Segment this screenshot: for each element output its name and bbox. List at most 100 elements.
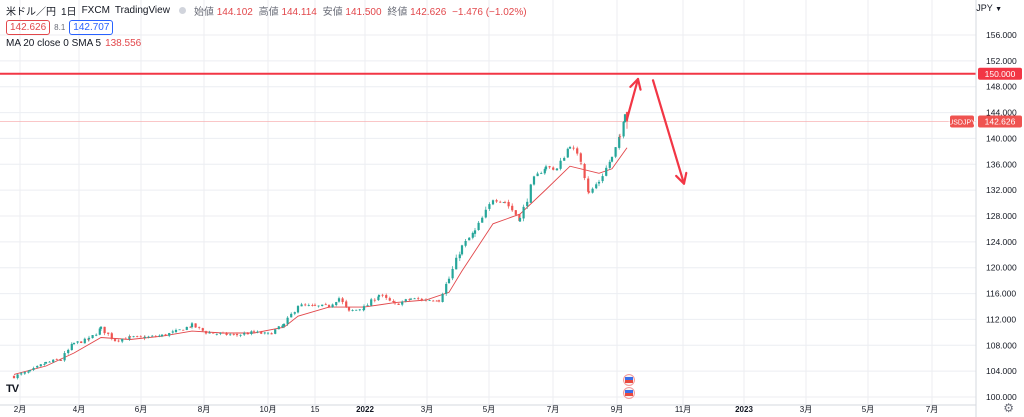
candle-body: [518, 218, 522, 222]
price-tick-label: 140.000: [986, 133, 1017, 143]
candle-body: [471, 232, 474, 238]
sell-price-button[interactable]: 142.626: [6, 19, 51, 35]
candle-body: [413, 298, 416, 300]
high-value: 144.114: [281, 6, 317, 18]
time-tick-label: 10月: [260, 405, 277, 414]
candle-body: [70, 343, 73, 351]
candle-body: [428, 300, 431, 302]
candle-body: [158, 335, 161, 337]
buy-price-button[interactable]: 142.707: [69, 19, 114, 35]
candle-body: [270, 333, 273, 335]
candle-body: [307, 305, 310, 306]
candle-body: [484, 209, 487, 218]
price-tick-label: 108.000: [986, 340, 1017, 350]
candle-body: [420, 298, 423, 301]
candle-body: [43, 363, 46, 365]
candle-body: [32, 368, 35, 370]
currency-selector[interactable]: JPY ▼: [976, 3, 1002, 13]
candle-body: [464, 240, 467, 246]
candle-body: [154, 336, 157, 337]
candle-body: [147, 336, 150, 338]
time-tick-label: 9月: [611, 405, 623, 414]
drawing-arrows-layer[interactable]: [625, 77, 688, 185]
tradingview-logo-icon[interactable]: TV: [6, 383, 19, 395]
low-label: 安値: [322, 6, 343, 18]
time-tick-label: 2月: [14, 405, 26, 414]
candle-body: [393, 302, 397, 304]
gear-icon[interactable]: ⚙: [1003, 401, 1014, 415]
candle-body: [313, 304, 317, 306]
candle-body: [36, 366, 39, 368]
candle-body: [579, 162, 583, 164]
candle-body: [67, 349, 70, 354]
last-price-label: 142.626: [985, 116, 1016, 126]
candle-body: [347, 306, 351, 311]
candle-body: [164, 334, 167, 336]
candle-body: [286, 317, 289, 324]
candle-body: [373, 299, 376, 301]
candle-body: [424, 299, 428, 301]
close-label: 終値: [387, 6, 408, 18]
candle-body: [529, 184, 532, 203]
candle-body: [377, 296, 380, 301]
candle-body: [473, 230, 477, 234]
candle-body: [455, 257, 458, 270]
candle-body: [208, 332, 211, 334]
candle-body: [351, 310, 354, 312]
candle-body: [95, 334, 98, 336]
candle-body: [432, 300, 435, 302]
candle-body: [345, 301, 348, 307]
ma-value: 138.556: [105, 38, 142, 49]
candle-body: [20, 373, 23, 375]
candle-body: [52, 359, 55, 363]
time-tick-label: 8月: [198, 405, 210, 414]
candle-body: [532, 176, 536, 185]
candle-body: [293, 312, 296, 314]
arrow-shaft[interactable]: [625, 77, 640, 121]
candle-body: [468, 237, 471, 241]
price-tick-label: 132.000: [986, 185, 1017, 195]
time-tick-label: 5月: [483, 405, 495, 414]
symbol-name[interactable]: 米ドル／円: [6, 6, 56, 18]
candle-body: [488, 204, 491, 209]
candle-body: [55, 359, 58, 361]
candle-body: [128, 336, 131, 340]
arrow-head[interactable]: [629, 77, 642, 91]
candle-body: [274, 329, 277, 334]
candle-body: [194, 323, 197, 328]
price-tick-label: 124.000: [986, 237, 1017, 247]
candle-body: [282, 323, 286, 327]
candle-body: [324, 304, 327, 306]
exchange: FXCM: [81, 4, 110, 16]
candle-body: [98, 328, 101, 335]
candle-body: [296, 306, 300, 313]
arrow-head[interactable]: [675, 171, 688, 185]
candle-body: [263, 332, 266, 334]
candle-body: [614, 147, 617, 157]
candle-body: [300, 304, 303, 307]
candle-body: [136, 336, 139, 338]
candle-body: [80, 341, 83, 344]
candle-body: [381, 294, 384, 296]
candle-body: [190, 323, 194, 328]
candle-body: [39, 364, 42, 367]
candle-body: [591, 188, 594, 193]
candle-body: [107, 332, 110, 334]
candles-layer: [12, 111, 629, 380]
candle-body: [370, 299, 373, 306]
candle-body: [132, 336, 135, 338]
interval[interactable]: 1日: [61, 6, 77, 18]
candle-body: [579, 153, 582, 162]
time-tick-label: 5月: [862, 405, 874, 414]
horizontal-line-layer[interactable]: 150.000 USDJPY 142.626: [0, 67, 1022, 128]
time-tick-label: 7月: [547, 405, 559, 414]
candle-body: [511, 205, 514, 211]
candle-body: [404, 299, 407, 302]
event-flags-layer[interactable]: [623, 374, 635, 399]
candle-body: [311, 305, 314, 306]
arrow-shaft[interactable]: [651, 79, 686, 185]
ma-legend[interactable]: MA 20 close 0 SMA 5 138.556: [6, 38, 527, 49]
candle-body: [460, 245, 464, 255]
